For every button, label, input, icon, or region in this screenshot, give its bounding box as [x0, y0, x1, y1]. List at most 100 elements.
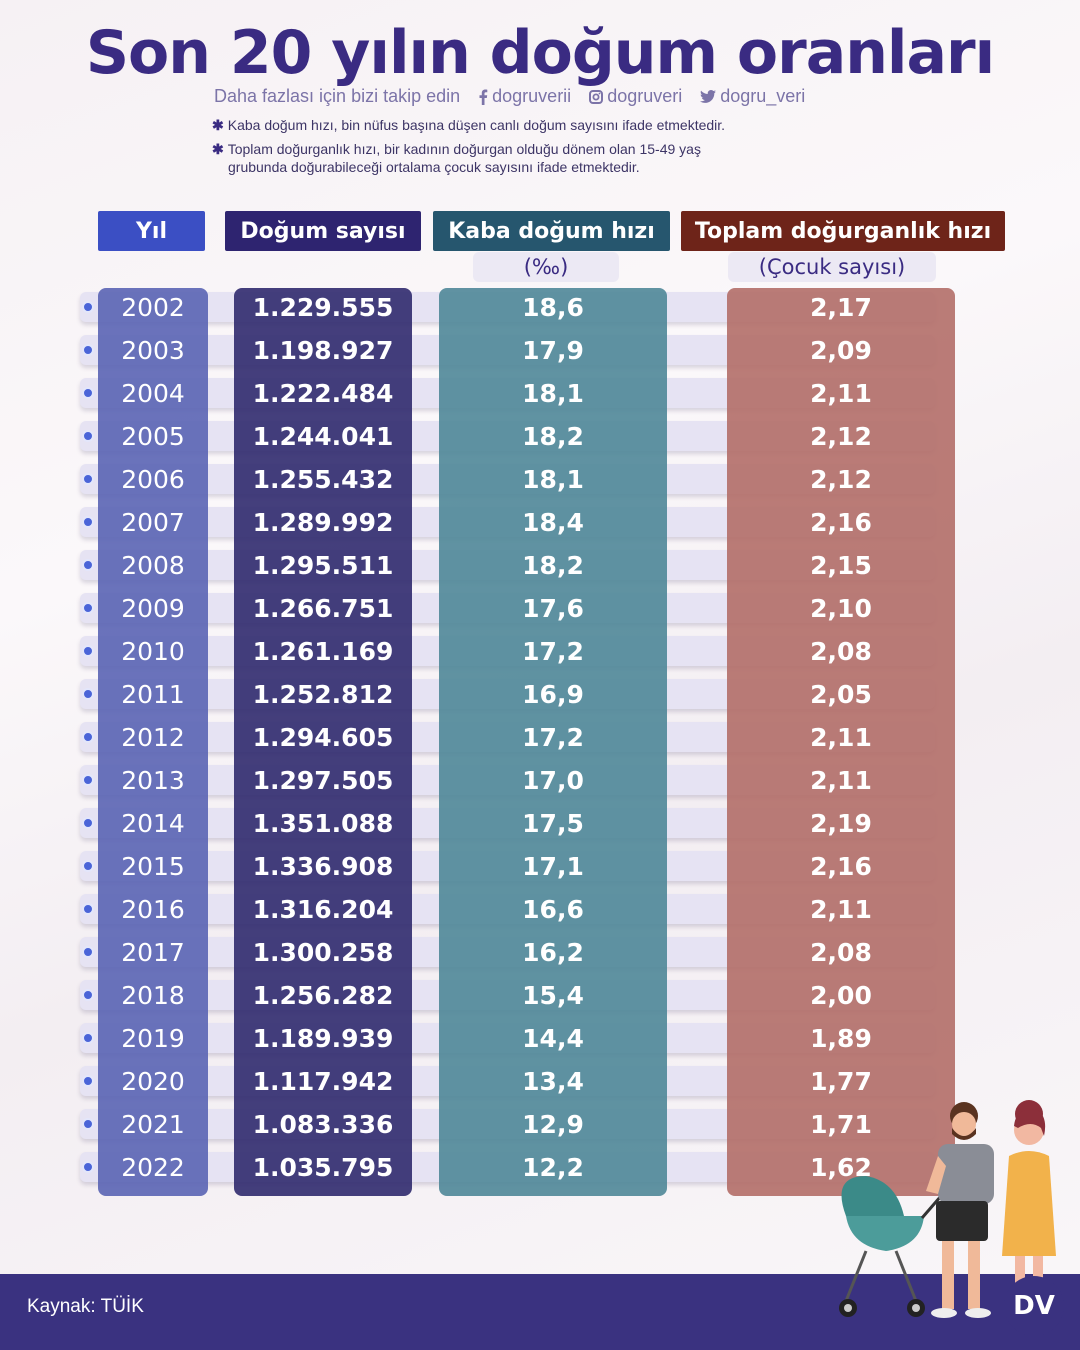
- asterisk-icon: ✱: [212, 141, 224, 157]
- logo-text: DV: [1013, 1291, 1055, 1321]
- cell-year: 2008: [121, 550, 185, 580]
- note-text: Kaba doğum hızı, bin nüfus başına düşen …: [227, 117, 726, 133]
- bullet-icon: [82, 989, 94, 1001]
- bullet-icon: [82, 344, 94, 356]
- cell-total-fertility-rate: 2,16: [810, 851, 872, 881]
- cell-total-fertility-rate: 2,12: [810, 421, 872, 451]
- cell-crude-birth-rate: 17,2: [522, 636, 584, 666]
- bullet-icon: [82, 645, 94, 657]
- cell-total-fertility-rate: 2,00: [810, 980, 872, 1010]
- logo: DV: [1004, 1276, 1064, 1336]
- bullet-icon: [82, 387, 94, 399]
- header-total-fertility-rate: Toplam doğurganlık hızı: [681, 211, 1005, 251]
- note-text-line2: grubunda doğurabileceği ortalama çocuk s…: [228, 159, 640, 175]
- cell-year: 2010: [121, 636, 185, 666]
- instagram-link[interactable]: dogruveri: [589, 86, 682, 107]
- cell-births: 1.316.204: [252, 894, 394, 924]
- cell-births: 1.297.505: [252, 765, 394, 795]
- bullet-icon: [82, 946, 94, 958]
- cell-total-fertility-rate: 2,16: [810, 507, 872, 537]
- follow-text: Daha fazlası için bizi takip edin: [214, 86, 461, 106]
- cell-births: 1.261.169: [252, 636, 394, 666]
- cell-year: 2021: [121, 1109, 185, 1139]
- cell-births: 1.252.812: [252, 679, 394, 709]
- cell-crude-birth-rate: 16,9: [522, 679, 584, 709]
- stroller-icon: [839, 1176, 943, 1317]
- bullet-icon: [82, 860, 94, 872]
- cell-total-fertility-rate: 2,09: [810, 335, 872, 365]
- twitter-link[interactable]: dogru_veri: [700, 86, 805, 107]
- cell-year: 2012: [121, 722, 185, 752]
- asterisk-icon: ✱: [212, 117, 224, 133]
- cell-year: 2003: [121, 335, 185, 365]
- bullet-icon: [82, 516, 94, 528]
- cell-crude-birth-rate: 12,2: [522, 1152, 584, 1182]
- social-follow: Daha fazlası için bizi takip edin dogruv…: [214, 86, 805, 107]
- cell-births: 1.351.088: [252, 808, 394, 838]
- cell-year: 2018: [121, 980, 185, 1010]
- cell-births: 1.336.908: [252, 851, 394, 881]
- cell-year: 2017: [121, 937, 185, 967]
- cell-total-fertility-rate: 2,08: [810, 937, 872, 967]
- cell-births: 1.300.258: [252, 937, 394, 967]
- column-births: [234, 288, 412, 1196]
- cell-total-fertility-rate: 2,08: [810, 636, 872, 666]
- facebook-link[interactable]: dogruverii: [478, 86, 571, 107]
- cell-births: 1.189.939: [252, 1023, 394, 1053]
- cell-year: 2015: [121, 851, 185, 881]
- cell-births: 1.117.942: [252, 1066, 394, 1096]
- page-title: Son 20 yılın doğum oranları: [85, 18, 995, 88]
- cell-total-fertility-rate: 1,71: [810, 1109, 872, 1139]
- bullet-icon: [82, 774, 94, 786]
- bullet-icon: [82, 1032, 94, 1044]
- cell-births: 1.255.432: [252, 464, 394, 494]
- cell-total-fertility-rate: 2,10: [810, 593, 872, 623]
- cell-crude-birth-rate: 18,1: [522, 464, 584, 494]
- header-year: Yıl: [98, 211, 205, 251]
- cell-total-fertility-rate: 2,15: [810, 550, 872, 580]
- cell-births: 1.294.605: [252, 722, 394, 752]
- cell-crude-birth-rate: 18,6: [522, 292, 584, 322]
- footer-bar: [0, 1274, 1080, 1350]
- cell-births: 1.198.927: [252, 335, 394, 365]
- bullet-icon: [82, 430, 94, 442]
- cell-crude-birth-rate: 13,4: [522, 1066, 584, 1096]
- bullet-icon: [82, 1118, 94, 1130]
- cell-births: 1.222.484: [252, 378, 394, 408]
- cell-year: 2011: [121, 679, 185, 709]
- cell-births: 1.289.992: [252, 507, 394, 537]
- bullet-icon: [82, 559, 94, 571]
- cell-total-fertility-rate: 1,77: [810, 1066, 872, 1096]
- cell-year: 2004: [121, 378, 185, 408]
- cell-total-fertility-rate: 2,17: [810, 292, 872, 322]
- cell-crude-birth-rate: 16,6: [522, 894, 584, 924]
- cell-total-fertility-rate: 2,11: [810, 765, 872, 795]
- twitter-icon: [700, 90, 717, 103]
- cell-year: 2016: [121, 894, 185, 924]
- cell-crude-birth-rate: 18,2: [522, 550, 584, 580]
- note-text-line1: Toplam doğurganlık hızı, bir kadının doğ…: [227, 141, 701, 157]
- instagram-handle: dogruveri: [607, 86, 683, 106]
- subheader-tfr-unit: (Çocuk sayısı): [728, 252, 936, 282]
- cell-births: 1.266.751: [252, 593, 394, 623]
- cell-crude-birth-rate: 12,9: [522, 1109, 584, 1139]
- bullet-icon: [82, 301, 94, 313]
- cell-births: 1.083.336: [252, 1109, 394, 1139]
- bullet-icon: [82, 473, 94, 485]
- cell-crude-birth-rate: 18,2: [522, 421, 584, 451]
- cell-total-fertility-rate: 1,89: [810, 1023, 872, 1053]
- father-figure: [926, 1102, 994, 1318]
- cell-year: 2022: [121, 1152, 185, 1182]
- cell-crude-birth-rate: 17,6: [522, 593, 584, 623]
- cell-year: 2002: [121, 292, 185, 322]
- cell-crude-birth-rate: 17,2: [522, 722, 584, 752]
- cell-year: 2020: [121, 1066, 185, 1096]
- cell-crude-birth-rate: 17,0: [522, 765, 584, 795]
- cell-births: 1.295.511: [252, 550, 394, 580]
- bullet-icon: [82, 688, 94, 700]
- cell-year: 2019: [121, 1023, 185, 1053]
- cell-crude-birth-rate: 16,2: [522, 937, 584, 967]
- subheader-crude-unit: (‰): [473, 252, 619, 282]
- family-illustration: [839, 1100, 1056, 1318]
- cell-year: 2009: [121, 593, 185, 623]
